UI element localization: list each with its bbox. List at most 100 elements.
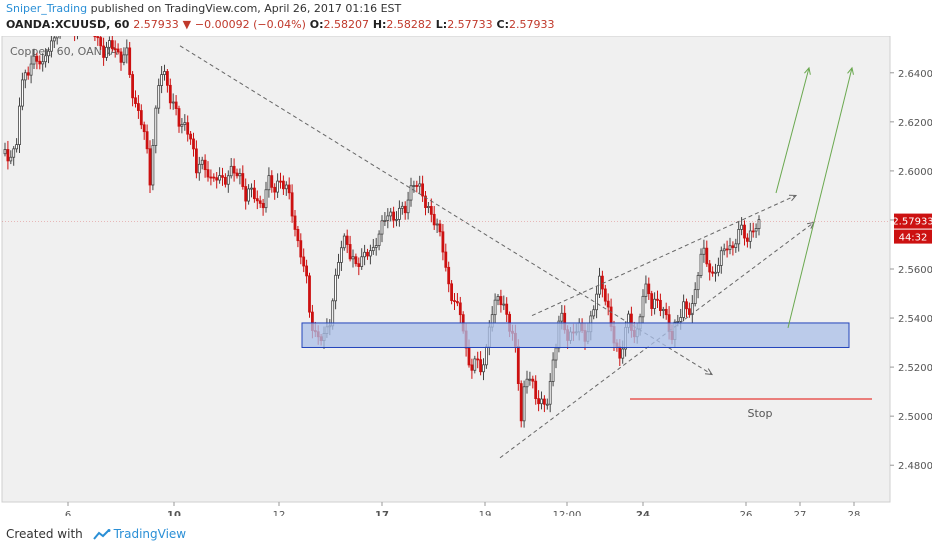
time-tick-label: 27 (794, 510, 807, 516)
candle-down (603, 288, 607, 302)
candle-down (302, 256, 306, 267)
author-link[interactable]: Sniper_Trading (6, 2, 88, 15)
candle-down (279, 180, 282, 183)
candle-down (429, 206, 433, 215)
candle-down (659, 299, 662, 311)
candle-down (746, 237, 749, 242)
candle-down (618, 346, 622, 359)
candle-down (113, 48, 117, 51)
candle-up (331, 300, 335, 327)
candle-up (734, 243, 738, 248)
candle-up (525, 378, 529, 388)
price-chart[interactable]: Copper, 60, OANDA 2.48000 2.50000 2.52000 2… (0, 36, 932, 516)
candle-down (499, 296, 503, 306)
candle-up (406, 199, 410, 214)
candle-up (644, 283, 648, 297)
candle-up (163, 71, 166, 76)
candle-up (229, 165, 233, 177)
candle-up (690, 303, 694, 315)
time-tick-label: 10 (167, 510, 181, 516)
candle-up (435, 223, 439, 226)
tradingview-brand[interactable]: TradingView (113, 527, 187, 541)
candle-down (725, 248, 729, 251)
candle-up (693, 289, 697, 304)
candle-up (722, 248, 726, 252)
publish-header: Sniper_Trading published on TradingView.… (6, 2, 401, 15)
candle-down (705, 247, 709, 265)
candle-down (308, 275, 311, 313)
candle-up (284, 184, 288, 190)
price-tick-label: 2.56000 (898, 265, 932, 276)
candle-down (534, 380, 538, 400)
candle-up (714, 271, 717, 274)
close-label: C: (496, 18, 510, 31)
candle-up (728, 245, 732, 250)
candle-down (438, 223, 442, 233)
candle-up (41, 61, 45, 65)
price-tick-label: 2.54000 (898, 314, 932, 325)
candle-down (177, 108, 181, 127)
time-axis[interactable]: 6 10 12 17 19 12:00 24 26 27 28 (65, 502, 861, 516)
candle-up (337, 262, 340, 276)
candle-down (647, 283, 651, 295)
candle-up (238, 173, 242, 177)
candle-up (592, 309, 596, 317)
candle-down (392, 211, 396, 221)
target-arrow-2-head-icon (847, 66, 854, 75)
candle-down (656, 298, 659, 301)
price-tag-label: 2.57933 (892, 217, 932, 228)
candle-down (711, 271, 714, 274)
candle-up (200, 159, 204, 165)
candle-up (47, 50, 50, 57)
candle-down (241, 173, 245, 187)
candle-up (3, 149, 7, 155)
candle-up (395, 218, 398, 221)
created-with-label: Created with (6, 527, 83, 541)
price-tick-label: 2.60000 (898, 167, 932, 178)
candle-down (281, 180, 285, 190)
candle-down (441, 231, 445, 253)
candle-up (55, 36, 59, 39)
candle-down (531, 378, 535, 382)
price-tick-label: 2.64000 (898, 69, 932, 80)
candle-up (679, 317, 683, 322)
candle-up (548, 381, 552, 405)
candle-up (409, 185, 413, 201)
candle-up (551, 359, 555, 382)
candle-down (290, 192, 294, 217)
candle-up (412, 185, 416, 187)
candle-down (134, 97, 137, 104)
candle-down (119, 51, 123, 63)
candle-up (696, 275, 700, 291)
candle-up (360, 256, 364, 267)
candle-down (743, 224, 746, 239)
arrowhead-icon (704, 368, 713, 376)
candle-up (23, 72, 27, 81)
candle-up (757, 219, 761, 229)
candle-down (26, 72, 30, 76)
price-axis[interactable]: 2.480002.500002.520002.540002.560002.580… (890, 69, 932, 472)
candle-up (18, 105, 21, 145)
candle-down (209, 176, 213, 179)
candle-down (516, 346, 520, 384)
candle-down (444, 251, 448, 268)
candle-up (183, 122, 187, 125)
candle-down (128, 47, 132, 75)
candle-up (250, 187, 253, 190)
tradingview-logo-icon (92, 528, 111, 540)
candle-down (273, 186, 277, 193)
target-arrow-1 (775, 67, 810, 194)
candle-up (226, 175, 230, 185)
arrowhead-icon (788, 194, 798, 202)
close-value: 2.57933 (509, 18, 555, 31)
candle-down (519, 383, 523, 422)
candle-down (203, 159, 207, 171)
candle-up (621, 348, 625, 359)
open-label: O: (309, 18, 324, 31)
candle-down (537, 398, 540, 405)
candle-down (447, 266, 451, 285)
candle-up (151, 145, 155, 186)
time-tick-label: 26 (740, 510, 753, 516)
candle-up (502, 303, 506, 306)
